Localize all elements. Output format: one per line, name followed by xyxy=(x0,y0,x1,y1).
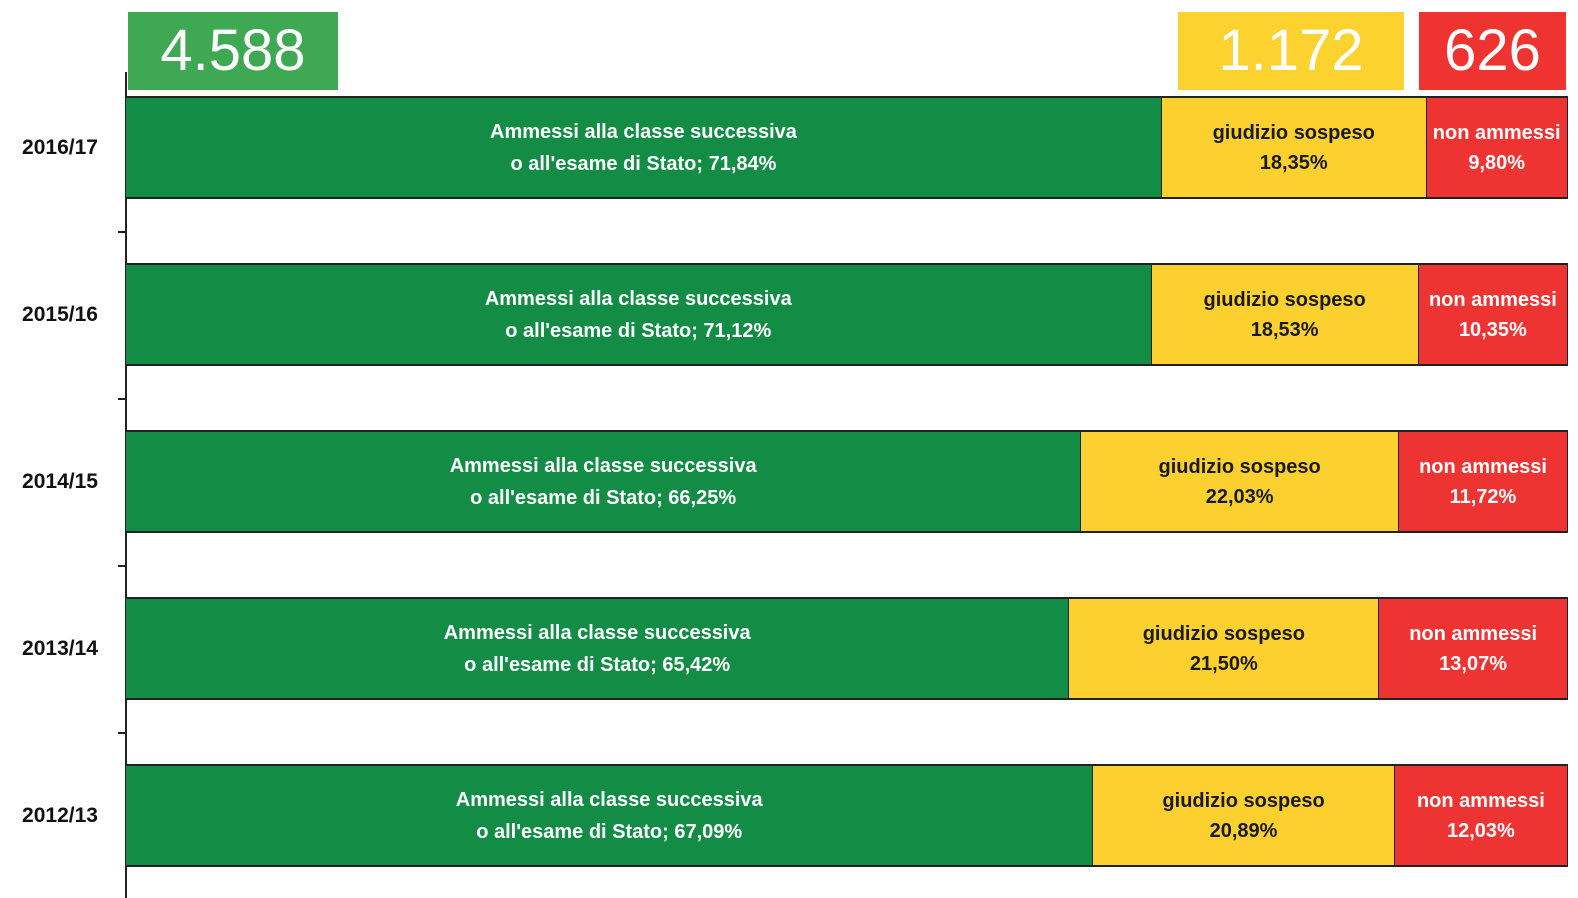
value-label: 11,72% xyxy=(1449,485,1517,508)
series-name: Ammessi alla classe successiva o all'esa… xyxy=(490,120,797,175)
series-name: Ammessi alla classe successiva o all'esa… xyxy=(455,788,763,843)
data-label: Ammessi alla classe successiva o all'esa… xyxy=(448,450,758,514)
series-name: Ammessi alla classe successiva o all'esa… xyxy=(449,454,757,509)
bar-segment: giudizio sospeso 18,53% xyxy=(1151,263,1419,366)
data-label: non ammessi 9,80% xyxy=(1433,118,1561,178)
series-name: giudizio sospeso xyxy=(1142,622,1305,645)
value-label: 18,53% xyxy=(1250,318,1319,341)
data-label: giudizio sospeso 21,50% xyxy=(1143,619,1305,679)
series-name: giudizio sospeso xyxy=(1158,455,1321,478)
value-label: 13,07% xyxy=(1439,652,1508,675)
bar-segment: non ammessi 9,80% xyxy=(1426,96,1568,199)
bar-segment: giudizio sospeso 18,35% xyxy=(1161,96,1427,199)
series-name: non ammessi xyxy=(1416,789,1545,812)
bar-segment: Ammessi alla classe successiva o all'esa… xyxy=(126,263,1152,366)
data-label: non ammessi 13,07% xyxy=(1409,619,1537,679)
series-name: non ammessi xyxy=(1432,121,1561,144)
y-tick-label: 2015/16 xyxy=(22,302,98,326)
value-label: ; 71,84% xyxy=(696,152,777,175)
bar-segment: giudizio sospeso 22,03% xyxy=(1081,430,1399,533)
bar-segment: non ammessi 12,03% xyxy=(1394,764,1569,867)
series-name: non ammessi xyxy=(1428,288,1557,311)
value-label: ; 65,42% xyxy=(650,653,731,676)
data-label: Ammessi alla classe successiva o all'esa… xyxy=(483,283,793,347)
axis-tick xyxy=(118,231,126,233)
y-tick-label: 2016/17 xyxy=(22,135,98,159)
series-name: giudizio sospeso xyxy=(1162,789,1325,812)
bar-segment: giudizio sospeso 21,50% xyxy=(1069,597,1380,700)
series-name: Ammessi alla classe successiva o all'esa… xyxy=(484,287,792,342)
data-label: giudizio sospeso 18,53% xyxy=(1204,285,1366,345)
total-box: 4.588 xyxy=(128,12,338,90)
y-tick-label: 2014/15 xyxy=(22,469,98,493)
data-label: non ammessi 11,72% xyxy=(1419,452,1547,512)
series-name: Ammessi alla classe successiva o all'esa… xyxy=(443,621,751,676)
data-label: giudizio sospeso 22,03% xyxy=(1159,452,1321,512)
series-name: giudizio sospeso xyxy=(1203,288,1366,311)
value-label: 12,03% xyxy=(1446,819,1515,842)
value-label: 22,03% xyxy=(1205,485,1274,508)
series-name: non ammessi xyxy=(1419,455,1547,478)
series-name: non ammessi xyxy=(1409,622,1538,645)
value-label: ; 71,12% xyxy=(691,319,772,342)
value-label: ; 66,25% xyxy=(656,486,737,509)
bar-segment: Ammessi alla classe successiva o all'esa… xyxy=(126,430,1082,533)
bar-segment: Ammessi alla classe successiva o all'esa… xyxy=(126,764,1094,867)
data-label: non ammessi 12,03% xyxy=(1417,786,1545,846)
axis-tick xyxy=(118,398,126,400)
y-tick-label: 2012/13 xyxy=(22,803,98,827)
value-label: 21,50% xyxy=(1189,652,1258,675)
bar-segment: non ammessi 11,72% xyxy=(1398,430,1568,533)
y-tick-label: 2013/14 xyxy=(22,636,98,660)
bar-segment: non ammessi 13,07% xyxy=(1379,597,1568,700)
value-label: 10,35% xyxy=(1458,318,1527,341)
axis-tick xyxy=(118,565,126,567)
bar-segment: giudizio sospeso 20,89% xyxy=(1093,764,1395,867)
data-label: Ammessi alla classe successiva o all'esa… xyxy=(454,784,764,848)
data-label: Ammessi alla classe successiva o all'esa… xyxy=(442,617,752,681)
axis-tick xyxy=(118,732,126,734)
bar-segment: Ammessi alla classe successiva o all'esa… xyxy=(126,597,1070,700)
bar-segment: non ammessi 10,35% xyxy=(1418,263,1568,366)
bar-segment: Ammessi alla classe successiva o all'esa… xyxy=(126,96,1162,199)
value-label: ; 67,09% xyxy=(662,820,743,843)
data-label: Ammessi alla classe successiva o all'esa… xyxy=(488,116,798,180)
total-box: 626 xyxy=(1419,12,1566,90)
data-label: giudizio sospeso 18,35% xyxy=(1213,118,1375,178)
total-box: 1.172 xyxy=(1178,12,1404,90)
data-label: giudizio sospeso 20,89% xyxy=(1162,786,1324,846)
series-name: giudizio sospeso xyxy=(1212,121,1375,144)
value-label: 18,35% xyxy=(1259,151,1328,174)
value-label: 9,80% xyxy=(1468,151,1526,174)
value-label: 20,89% xyxy=(1209,819,1278,842)
data-label: non ammessi 10,35% xyxy=(1429,285,1557,345)
